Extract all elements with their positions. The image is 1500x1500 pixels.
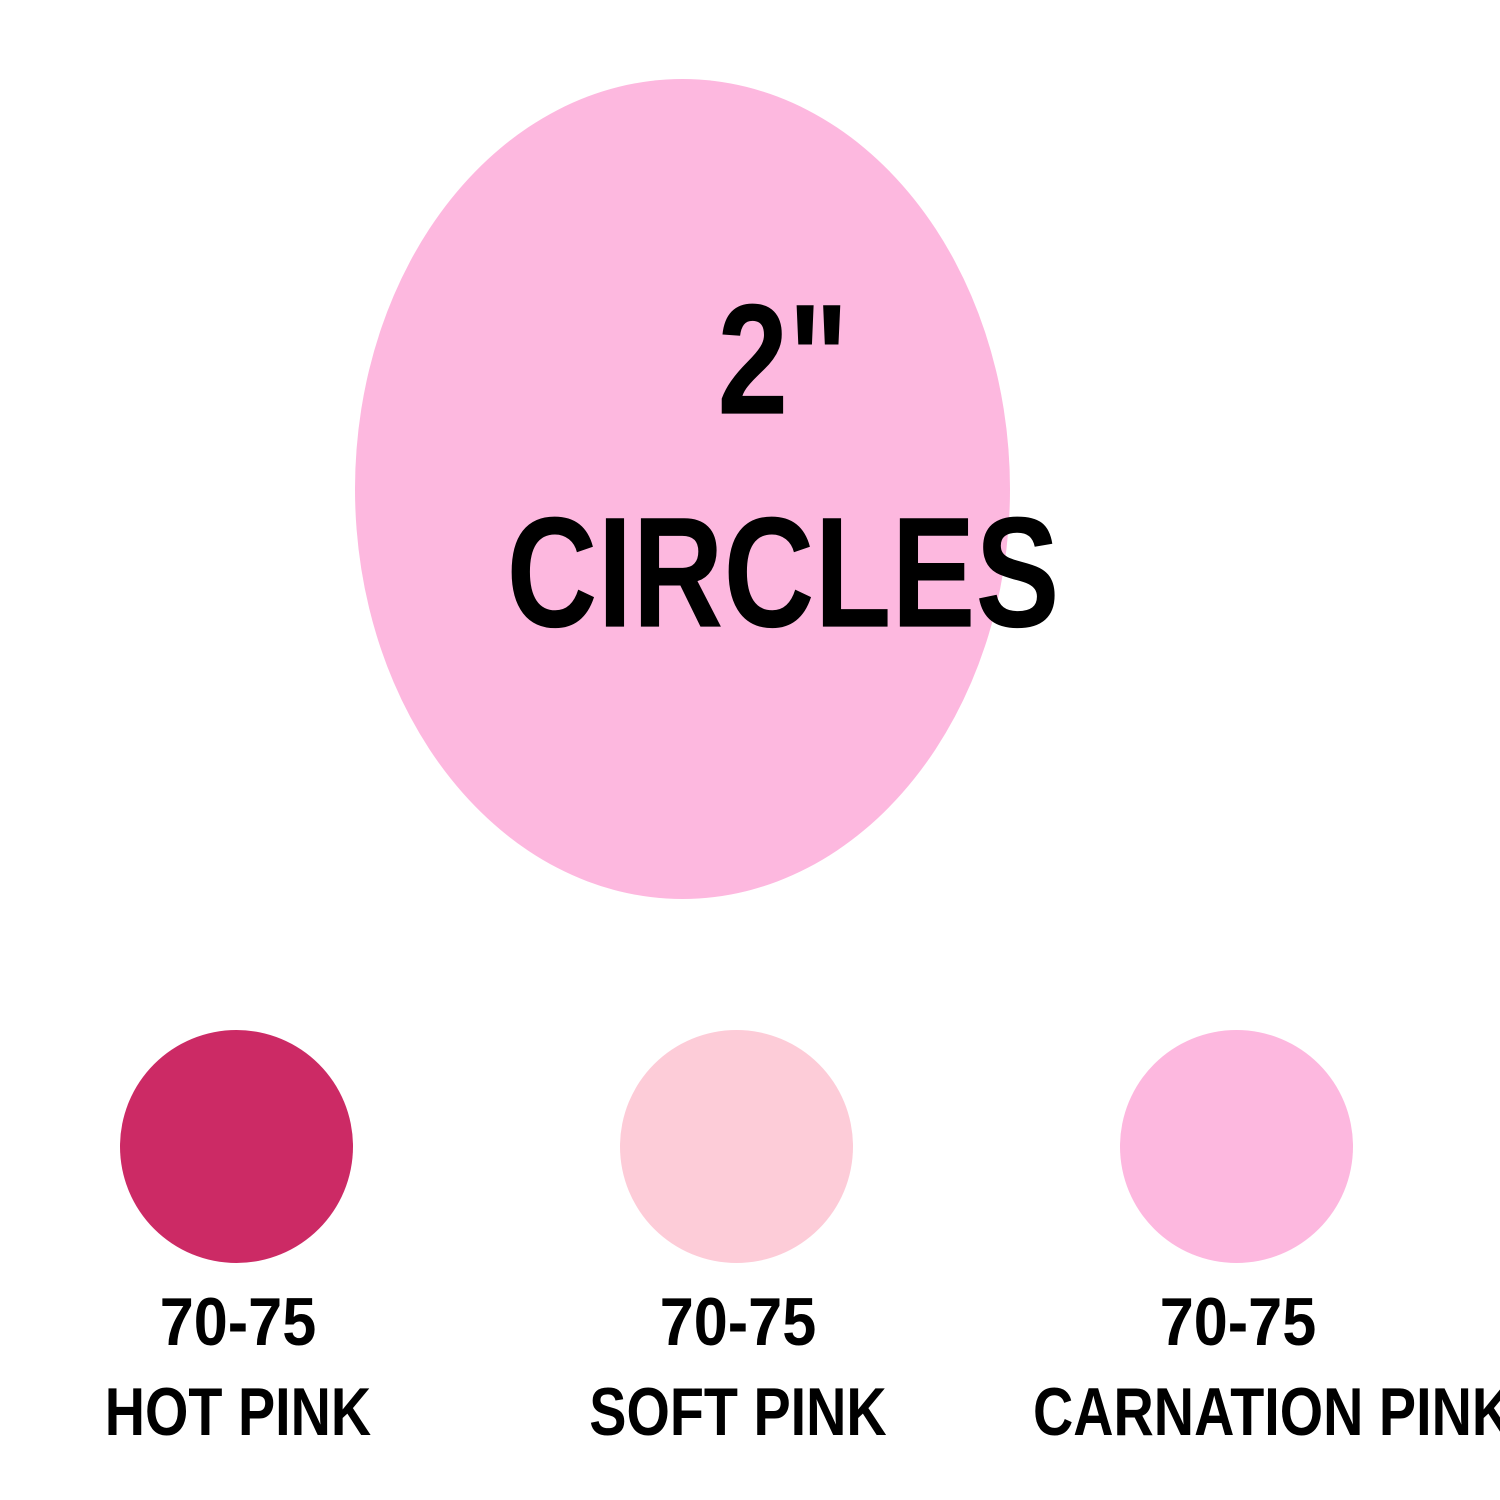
- hero-shape-text: CIRCLES: [506, 483, 1060, 661]
- carnation-pink-swatch: [1120, 1030, 1353, 1263]
- hot-pink-code: 70-75: [159, 1284, 317, 1360]
- soft-pink-swatch: [620, 1030, 853, 1263]
- hot-pink-swatch: [120, 1030, 353, 1263]
- hero-size-text: 2": [717, 270, 849, 448]
- hero-circle: [355, 79, 1010, 899]
- soft-pink-name: SOFT PINK: [589, 1374, 887, 1450]
- carnation-pink-code: 70-75: [1159, 1284, 1317, 1360]
- carnation-pink-name: CARNATION PINK: [1033, 1374, 1500, 1450]
- soft-pink-code: 70-75: [659, 1284, 817, 1360]
- hot-pink-name: HOT PINK: [104, 1374, 372, 1450]
